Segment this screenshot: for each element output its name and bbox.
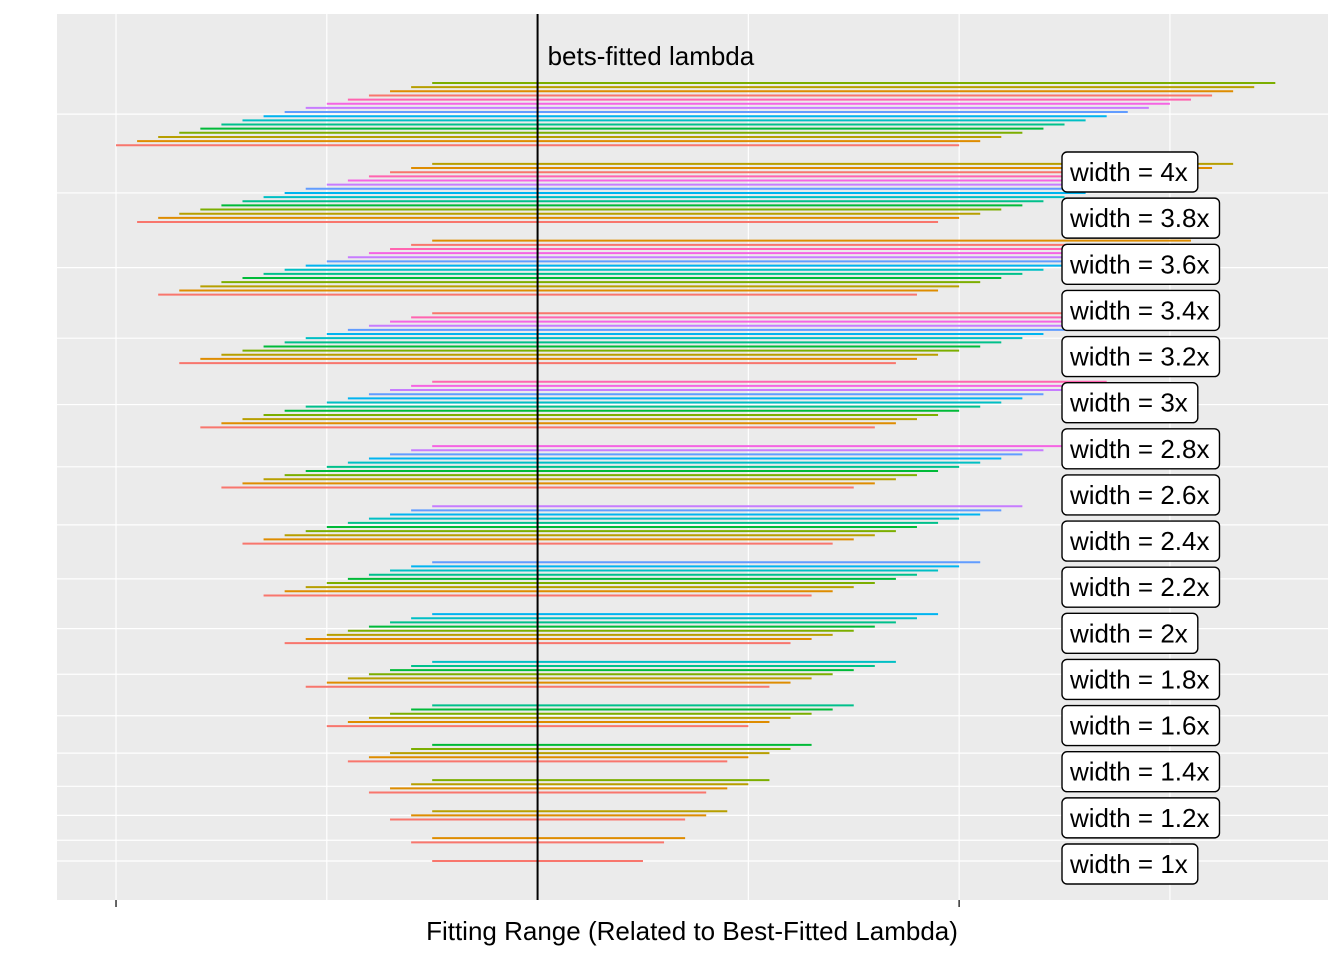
width-label: width = 2.2x xyxy=(1061,566,1221,608)
width-label-box xyxy=(1061,843,1199,885)
width-label-text: width = 2.2x xyxy=(1069,572,1209,602)
width-label: width = 2.6x xyxy=(1061,474,1221,516)
width-label-text: width = 2.6x xyxy=(1069,480,1209,510)
width-label-text: width = 2.4x xyxy=(1069,526,1209,556)
width-label-box xyxy=(1061,381,1199,424)
width-label-box xyxy=(1061,658,1221,701)
width-label-text: width = 3.2x xyxy=(1069,342,1209,372)
width-label-text: width = 3.6x xyxy=(1069,249,1209,279)
width-label: width = 1.2x xyxy=(1061,797,1221,839)
width-label-text: width = 3.4x xyxy=(1069,295,1209,325)
width-label-box xyxy=(1061,797,1221,839)
width-label-box xyxy=(1061,151,1199,193)
width-label-text: width = 2.8x xyxy=(1069,434,1209,464)
width-label-text: width = 1.4x xyxy=(1069,757,1209,787)
width-label-text: width = 1.8x xyxy=(1069,664,1209,694)
width-label-box xyxy=(1061,751,1221,793)
width-label-box xyxy=(1061,197,1221,239)
width-label: width = 2.8x xyxy=(1061,428,1221,470)
width-label-text: width = 3.8x xyxy=(1069,203,1209,233)
width-label-box xyxy=(1061,704,1221,747)
width-label: width = 3.4x xyxy=(1061,289,1221,332)
width-label-box xyxy=(1061,335,1221,378)
width-label: width = 3x xyxy=(1061,381,1199,424)
width-label-box xyxy=(1061,289,1221,332)
width-label-text: width = 1.6x xyxy=(1069,711,1209,741)
range-segments xyxy=(116,82,1276,862)
reference-line-label: bets-fitted lambda xyxy=(548,41,755,71)
width-label-box xyxy=(1061,474,1221,516)
width-label: width = 3.6x xyxy=(1061,243,1221,285)
width-label-box xyxy=(1061,428,1221,470)
width-label: width = 4x xyxy=(1061,151,1199,193)
width-label-box xyxy=(1061,566,1221,608)
width-label: width = 3.8x xyxy=(1061,197,1221,239)
width-label-text: width = 1x xyxy=(1069,849,1188,879)
width-label: width = 1.6x xyxy=(1061,704,1221,747)
width-label: width = 1.8x xyxy=(1061,658,1221,701)
width-label-box xyxy=(1061,612,1199,655)
width-label: width = 1.4x xyxy=(1061,751,1221,793)
width-label-text: width = 1.2x xyxy=(1069,803,1209,833)
width-labels: width = 1x width = 1.2x width = 1.4x width … xyxy=(1061,151,1221,885)
width-label: width = 2x xyxy=(1061,612,1199,655)
width-label: width = 2.4x xyxy=(1061,520,1221,562)
width-label-text: width = 2x xyxy=(1069,618,1188,648)
width-label-text: width = 4x xyxy=(1069,157,1188,187)
x-axis-ticks xyxy=(115,900,960,907)
width-label-text: width = 3x xyxy=(1069,388,1188,418)
width-label-box xyxy=(1061,520,1221,562)
x-axis-title: Fitting Range (Related to Best-Fitted La… xyxy=(426,916,958,946)
width-label-box xyxy=(1061,243,1221,285)
width-label: width = 3.2x xyxy=(1061,335,1221,378)
width-label: width = 1x xyxy=(1061,843,1199,885)
